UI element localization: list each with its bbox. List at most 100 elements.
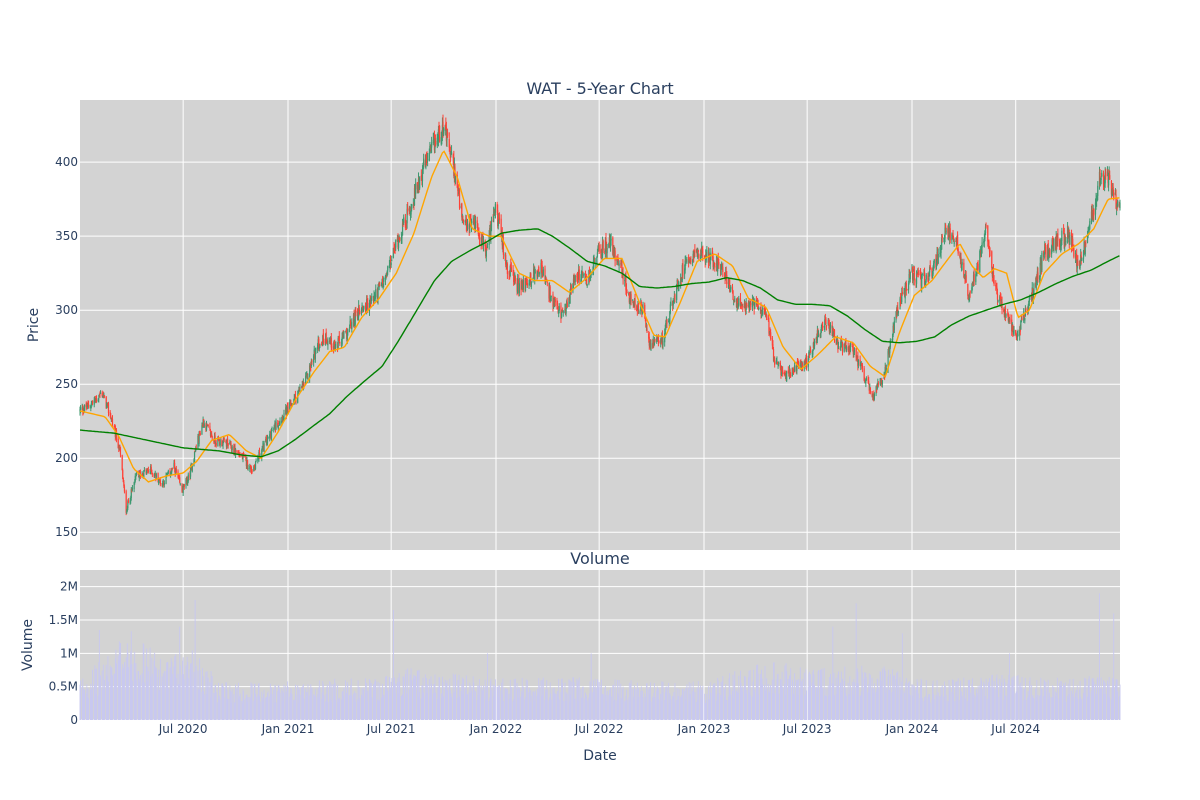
candle-body xyxy=(1072,238,1074,249)
volume-bar xyxy=(969,679,971,720)
volume-bar xyxy=(92,669,93,720)
volume-bar xyxy=(554,693,556,720)
volume-bar xyxy=(1063,684,1065,720)
candle-body xyxy=(680,277,682,284)
volume-bar xyxy=(1099,689,1101,720)
candle-body xyxy=(792,369,794,371)
volume-bar xyxy=(660,700,662,720)
volume-bar xyxy=(904,692,906,720)
volume-bar xyxy=(1072,678,1074,720)
candle-body xyxy=(672,301,674,306)
candle-body xyxy=(106,403,108,408)
volume-bar xyxy=(793,695,795,720)
volume-bar xyxy=(134,651,136,720)
volume-bar xyxy=(997,684,998,720)
volume-bar xyxy=(917,682,919,720)
volume-bar xyxy=(129,664,131,720)
volume-bar xyxy=(952,693,954,720)
volume-bar xyxy=(855,603,857,720)
candle-body xyxy=(321,343,323,345)
volume-bar xyxy=(182,660,184,720)
volume-bar xyxy=(1112,679,1114,720)
volume-bar xyxy=(941,694,943,720)
volume-bar xyxy=(795,679,797,720)
candle-body xyxy=(931,268,933,277)
volume-bar xyxy=(1053,686,1055,720)
volume-bar xyxy=(1091,690,1092,720)
volume-bar xyxy=(170,658,172,720)
volume-bar xyxy=(1029,677,1031,720)
candle-body xyxy=(578,269,580,281)
candle-body xyxy=(828,323,830,332)
volume-bar xyxy=(486,693,488,720)
candle-body xyxy=(1099,172,1101,182)
volume-bar xyxy=(182,657,184,720)
volume-bar xyxy=(724,696,726,720)
volume-bar xyxy=(782,687,784,720)
candle-body xyxy=(379,284,381,286)
candle-body xyxy=(150,467,152,472)
candle-body xyxy=(135,472,138,476)
candle-body xyxy=(640,302,642,304)
volume-bar xyxy=(118,641,120,720)
price-tick-label: 150 xyxy=(55,525,78,539)
volume-bar xyxy=(282,692,284,720)
volume-bar xyxy=(404,674,406,720)
volume-bar xyxy=(917,693,919,720)
candle-body xyxy=(1048,253,1050,258)
volume-bar xyxy=(606,690,608,720)
candle-body xyxy=(568,298,570,307)
volume-bar xyxy=(1056,692,1058,720)
candle-body xyxy=(586,276,588,286)
volume-bar xyxy=(965,687,967,720)
volume-bar xyxy=(1069,679,1071,720)
volume-bar xyxy=(161,676,163,720)
candle-body xyxy=(925,281,927,286)
volume-bar xyxy=(1003,699,1005,720)
volume-bar xyxy=(91,688,93,720)
volume-bar xyxy=(245,697,247,720)
volume-bar xyxy=(680,697,682,720)
candle-body xyxy=(420,175,422,177)
volume-bar xyxy=(398,693,400,720)
volume-bar xyxy=(1059,683,1061,720)
candle-body xyxy=(855,348,857,358)
candle-body xyxy=(963,275,966,279)
candle-body xyxy=(1104,172,1106,184)
volume-bar xyxy=(423,692,425,720)
candle-body xyxy=(317,344,319,350)
volume-bar xyxy=(466,694,468,720)
candle-body xyxy=(677,285,679,290)
volume-bar xyxy=(653,683,655,720)
volume-bar xyxy=(197,670,199,720)
volume-bar xyxy=(815,686,817,720)
candle-body xyxy=(122,477,124,483)
volume-bar xyxy=(450,693,452,720)
candle-body xyxy=(1053,239,1055,251)
volume-bar xyxy=(143,644,145,720)
volume-bar xyxy=(262,701,264,720)
candle-body xyxy=(538,266,540,274)
candle-body xyxy=(790,375,792,377)
volume-bar xyxy=(408,689,410,720)
volume-bar xyxy=(1024,678,1026,720)
candle-body xyxy=(852,346,854,348)
volume-bar xyxy=(773,662,774,720)
volume-bar xyxy=(1105,694,1107,720)
volume-bar xyxy=(214,696,215,720)
volume-bar xyxy=(608,695,610,720)
volume-bar xyxy=(901,633,903,720)
volume-bar xyxy=(138,671,140,720)
volume-bar xyxy=(705,703,707,720)
volume-bar xyxy=(876,678,878,720)
candle-body xyxy=(885,368,887,371)
candle-body xyxy=(581,270,583,273)
candle-body xyxy=(167,470,169,474)
volume-bar xyxy=(456,698,458,720)
candle-body xyxy=(592,260,595,271)
candle-body xyxy=(749,301,751,303)
volume-bar xyxy=(892,669,894,720)
candle-body xyxy=(462,220,465,222)
candle-body xyxy=(287,406,289,411)
volume-bar xyxy=(836,685,838,720)
